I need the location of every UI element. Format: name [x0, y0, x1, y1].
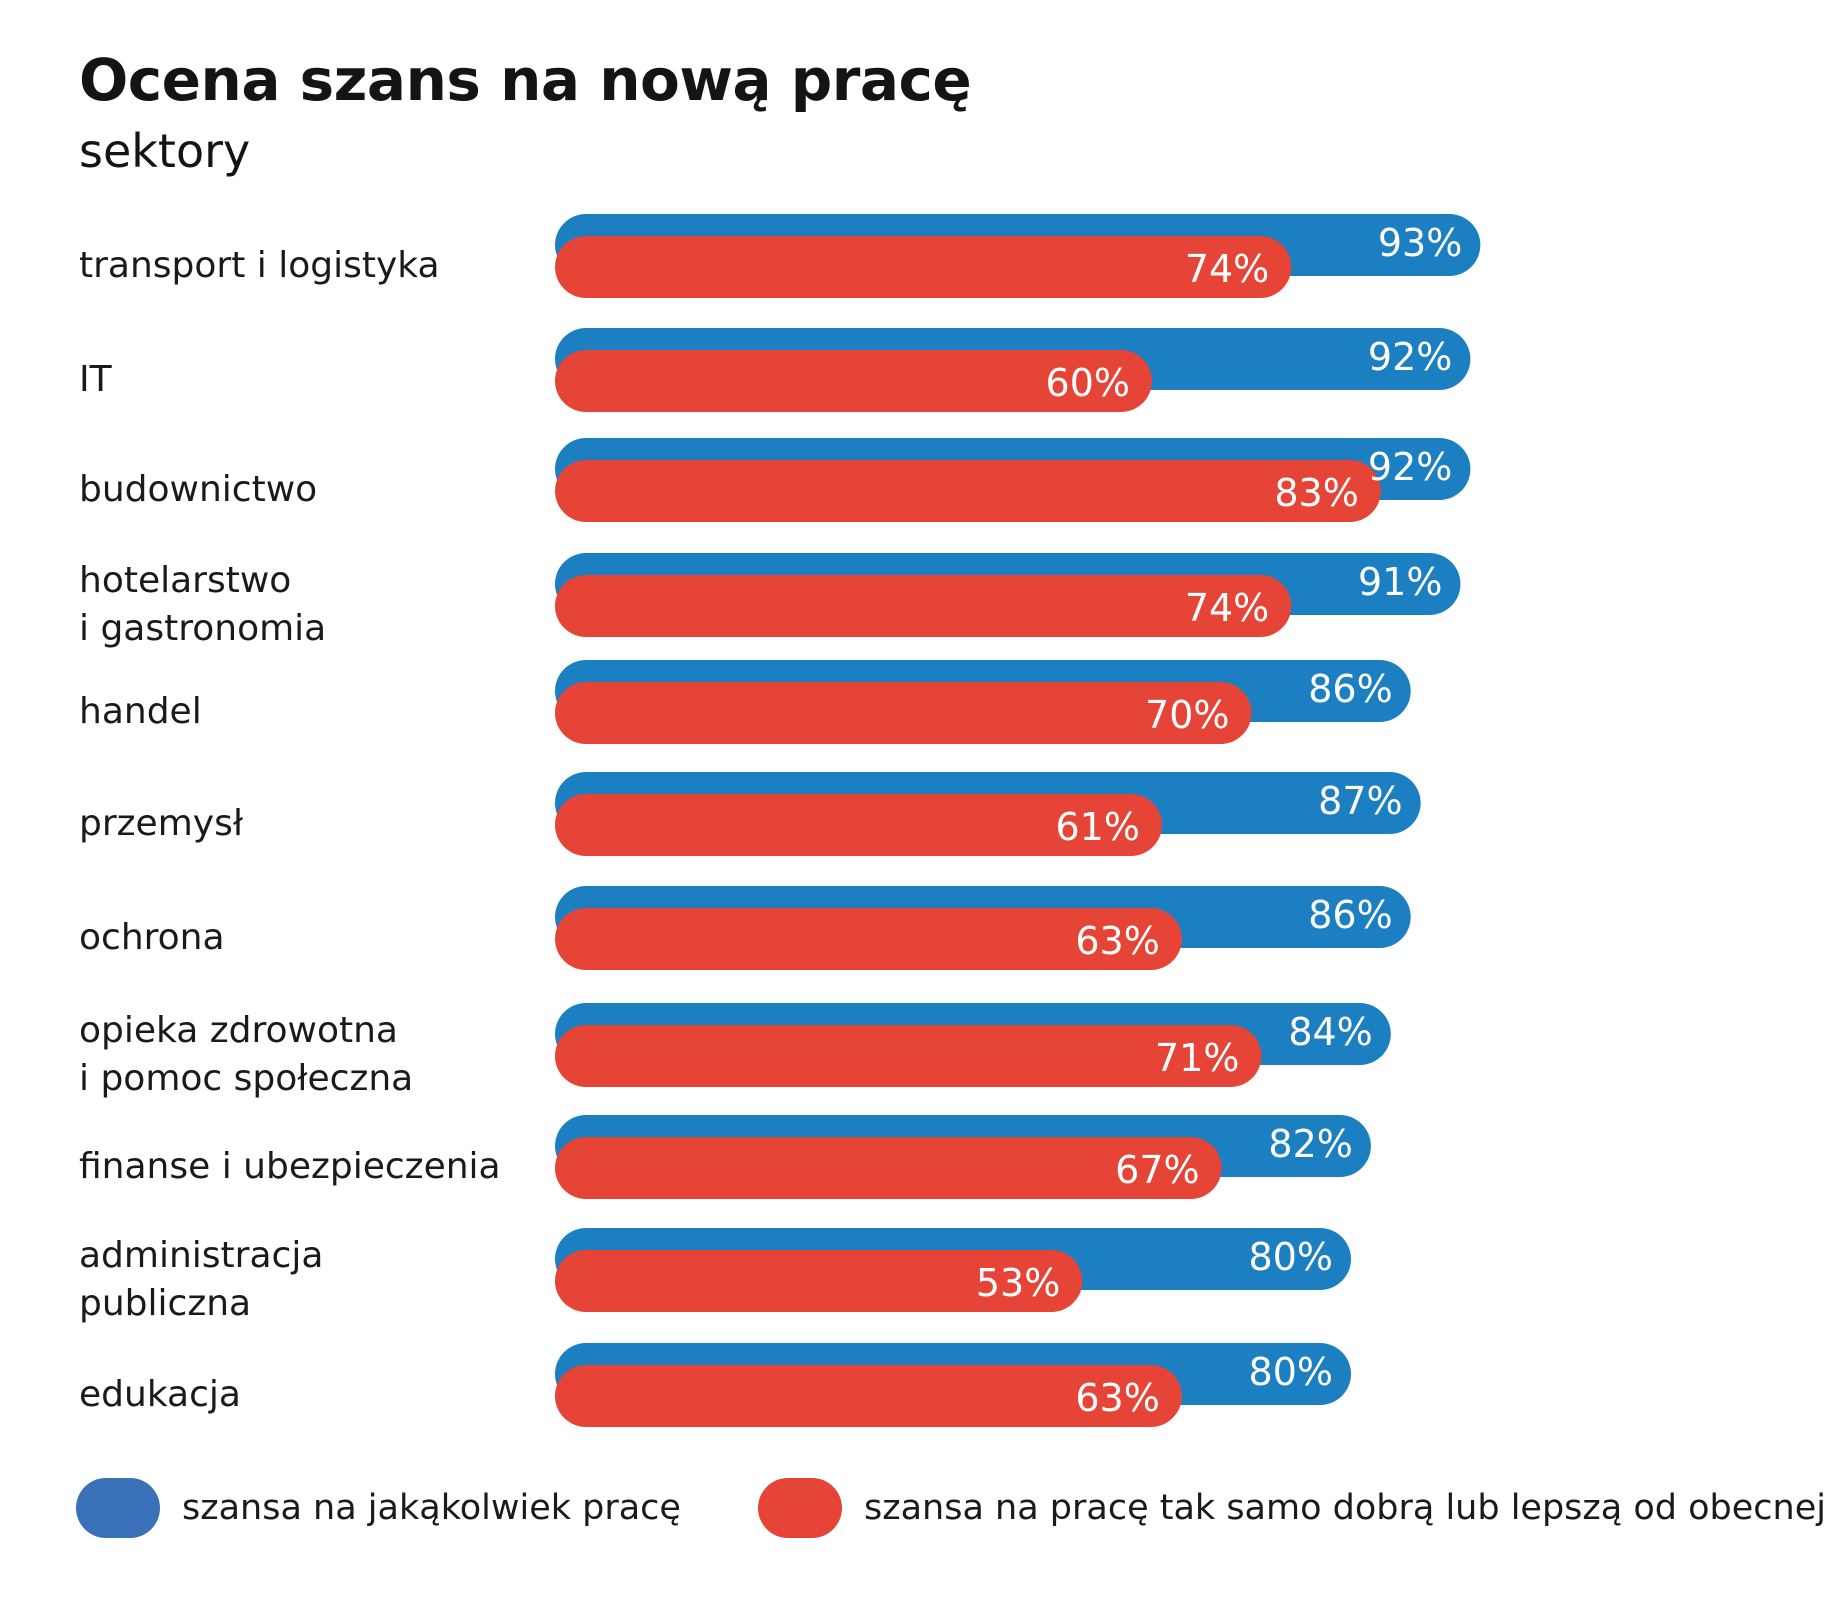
category-label: publiczna	[79, 1283, 251, 1324]
legend-item-any-job: szansa na jakąkolwiek pracę	[76, 1468, 681, 1548]
bar-good-job	[555, 575, 1292, 637]
chart-title: Ocena szans na nową pracę	[79, 46, 972, 114]
bar-good-job	[555, 1025, 1262, 1087]
bar-good-job	[555, 794, 1162, 856]
value-label-good-job: 53%	[976, 1261, 1060, 1305]
bar-good-job	[555, 236, 1292, 298]
value-label-any-job: 92%	[1368, 335, 1452, 379]
legend-item-good-job: szansa na pracę tak samo dobrą lub lepsz…	[758, 1468, 1826, 1548]
category-label: finanse i ubezpieczenia	[79, 1146, 501, 1187]
category-label: handel	[79, 691, 202, 732]
value-label-good-job: 74%	[1185, 247, 1269, 291]
value-label-good-job: 60%	[1046, 361, 1130, 405]
category-label: i pomoc społeczna	[79, 1058, 413, 1099]
value-label-good-job: 67%	[1115, 1148, 1199, 1192]
chart-subtitle: sektory	[79, 124, 251, 178]
value-label-good-job: 63%	[1075, 919, 1159, 963]
bar-good-job	[555, 682, 1252, 744]
legend-swatch-red	[758, 1478, 842, 1538]
category-label: IT	[79, 359, 113, 400]
bar-chart: 93%74%transport i logistyka92%60%IT92%83…	[79, 214, 1481, 1427]
value-label-any-job: 82%	[1268, 1122, 1352, 1166]
bar-good-job	[555, 460, 1381, 522]
value-label-any-job: 86%	[1308, 893, 1392, 937]
legend-swatch-blue	[76, 1478, 160, 1538]
value-label-good-job: 63%	[1075, 1376, 1159, 1420]
category-label: edukacja	[79, 1374, 241, 1415]
value-label-any-job: 84%	[1288, 1010, 1372, 1054]
value-label-any-job: 93%	[1378, 221, 1462, 265]
legend-label-good-job: szansa na pracę tak samo dobrą lub lepsz…	[864, 1488, 1826, 1528]
value-label-any-job: 86%	[1308, 667, 1392, 711]
category-label: administracja	[79, 1235, 323, 1276]
value-label-good-job: 71%	[1155, 1036, 1239, 1080]
bar-good-job	[555, 350, 1152, 412]
value-label-any-job: 80%	[1249, 1350, 1333, 1394]
category-label: transport i logistyka	[79, 245, 440, 286]
value-label-any-job: 91%	[1358, 560, 1442, 604]
legend-label-any-job: szansa na jakąkolwiek pracę	[182, 1488, 681, 1528]
value-label-good-job: 61%	[1055, 805, 1139, 849]
bar-good-job	[555, 1137, 1222, 1199]
value-label-good-job: 83%	[1274, 471, 1358, 515]
bar-good-job	[555, 908, 1182, 970]
category-label: hotelarstwo	[79, 560, 291, 601]
legend: szansa na jakąkolwiek pracę szansa na pr…	[0, 1468, 1846, 1548]
category-label: ochrona	[79, 917, 225, 958]
bar-good-job	[555, 1365, 1182, 1427]
bar-good-job	[555, 1250, 1083, 1312]
category-label: i gastronomia	[79, 608, 326, 649]
value-label-any-job: 80%	[1249, 1235, 1333, 1279]
value-label-any-job: 92%	[1368, 445, 1452, 489]
value-label-good-job: 70%	[1145, 693, 1229, 737]
category-label: opieka zdrowotna	[79, 1010, 398, 1051]
value-label-any-job: 87%	[1318, 779, 1402, 823]
category-label: przemysł	[79, 803, 244, 844]
category-label: budownictwo	[79, 469, 317, 510]
value-label-good-job: 74%	[1185, 586, 1269, 630]
